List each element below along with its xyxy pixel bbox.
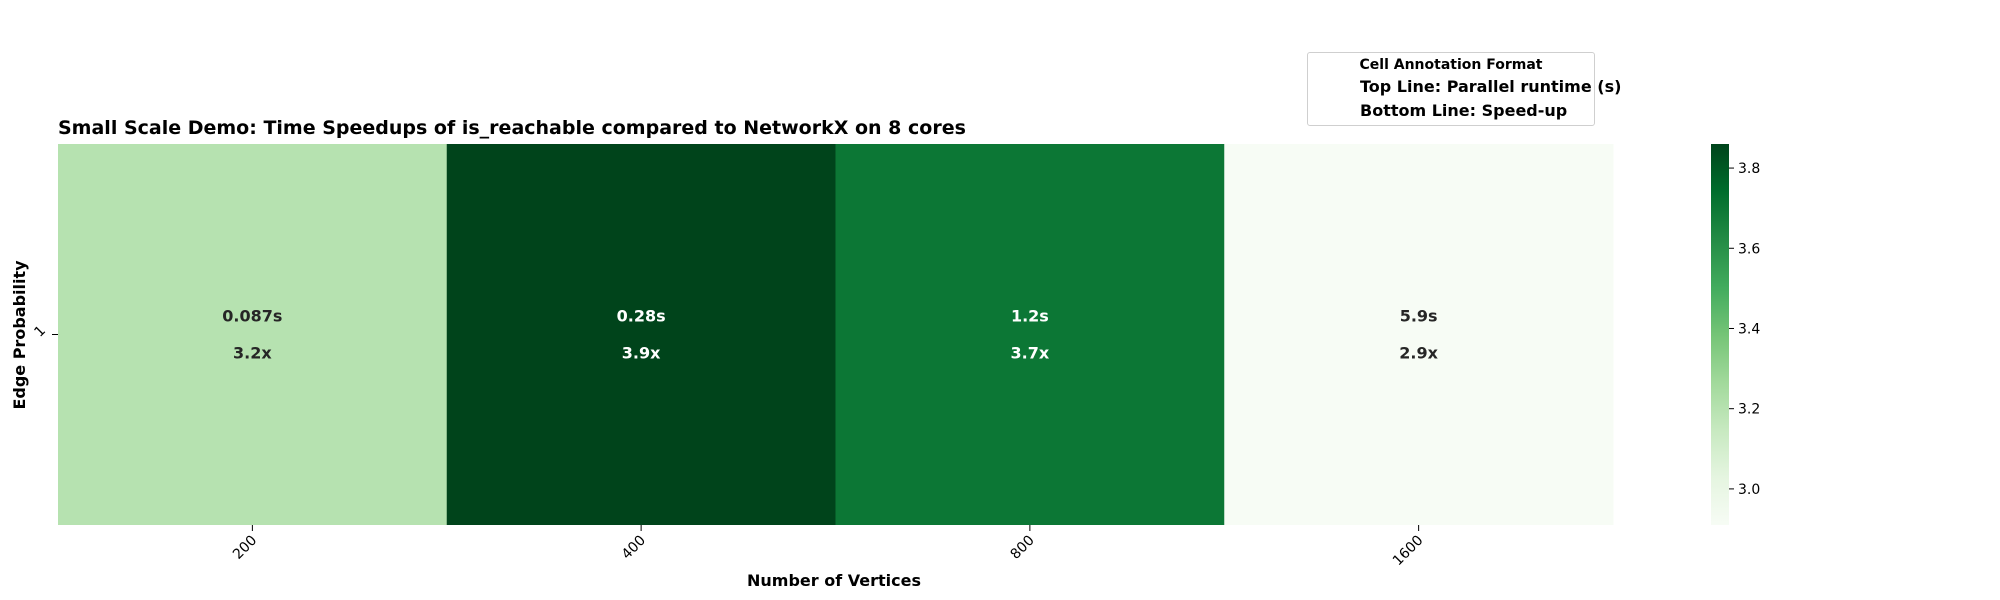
colorbar (1711, 144, 1729, 525)
heatmap-cell-400 (446, 144, 836, 525)
colorbar-tick-label: 3.6 (1738, 241, 1760, 257)
heatmap-cells: 0.087s 3.2x 0.28s 3.9x 1.2s 3.7x 5.9s 2.9x (58, 144, 1614, 525)
chart-title: Small Scale Demo: Time Speedups of is_re… (58, 117, 966, 139)
colorbar-tick-label: 3.8 (1738, 161, 1760, 177)
colorbar-ticks: 3.0 3.2 3.4 3.6 3.8 (1729, 161, 1760, 498)
cell-runtime-label: 1.2s (1011, 307, 1049, 326)
colorbar-tick-label: 3.2 (1738, 402, 1760, 418)
cell-runtime-label: 5.9s (1400, 307, 1438, 326)
cell-speedup-label: 2.9x (1399, 344, 1438, 363)
legend-bottom-line: Bottom Line: Speed-up (1360, 101, 1568, 120)
y-axis-label: Edge Probability (10, 260, 29, 410)
x-tick-label: 800 (1007, 533, 1037, 563)
legend-title: Cell Annotation Format (1359, 57, 1543, 73)
cell-runtime-label: 0.087s (222, 307, 282, 326)
y-axis-ticks: 1 (31, 323, 58, 341)
x-axis-label: Number of Vertices (747, 571, 921, 590)
heatmap-cell-1600 (1224, 144, 1614, 525)
x-tick-label: 1600 (1390, 533, 1427, 570)
colorbar-tick-label: 3.0 (1738, 482, 1760, 498)
x-axis-ticks: 200 400 800 1600 (230, 525, 1426, 569)
heatmap-cell-200 (58, 144, 448, 525)
x-tick-label: 400 (619, 533, 649, 563)
cell-speedup-label: 3.2x (233, 344, 272, 363)
x-tick-label: 200 (230, 533, 260, 563)
annotation-legend: Cell Annotation Format Top Line: Paralle… (1307, 52, 1621, 126)
cell-speedup-label: 3.7x (1011, 344, 1050, 363)
heatmap-cell-800 (835, 144, 1225, 525)
cell-speedup-label: 3.9x (622, 344, 661, 363)
cell-runtime-label: 0.28s (617, 307, 666, 326)
colorbar-tick-label: 3.4 (1738, 321, 1760, 337)
legend-top-line: Top Line: Parallel runtime (s) (1360, 77, 1622, 96)
y-tick-label: 1 (31, 323, 49, 341)
